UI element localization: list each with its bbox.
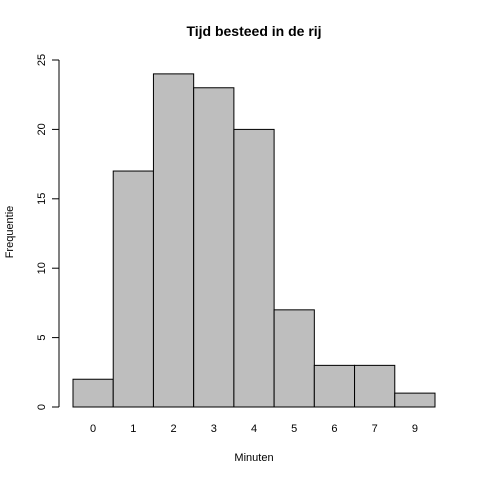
bar-1 bbox=[112, 170, 154, 408]
y-tick-label: 0 bbox=[36, 404, 48, 410]
bar-3 bbox=[193, 87, 235, 408]
chart-title: Tijd besteed in de rij bbox=[186, 23, 321, 39]
x-tick-label: 9 bbox=[412, 423, 418, 435]
x-tick-label: 2 bbox=[170, 423, 176, 435]
bar-4 bbox=[233, 128, 275, 408]
y-tick-label: 25 bbox=[36, 54, 48, 66]
y-axis: 0 5 10 15 20 25 bbox=[36, 54, 60, 410]
x-tick-label: 6 bbox=[331, 423, 337, 435]
y-tick-label: 15 bbox=[36, 193, 48, 205]
x-tick-label: 4 bbox=[251, 423, 257, 435]
y-axis-label: Frequentie bbox=[4, 206, 16, 259]
bar-9 bbox=[394, 392, 436, 408]
y-tick-label: 5 bbox=[36, 335, 48, 341]
bar-2 bbox=[152, 73, 195, 408]
x-tick-label: 0 bbox=[90, 423, 96, 435]
x-tick-label: 1 bbox=[130, 423, 136, 435]
y-tick-label: 10 bbox=[36, 262, 48, 274]
x-tick-label: 3 bbox=[211, 423, 217, 435]
bar-0 bbox=[72, 378, 114, 408]
bar-7 bbox=[354, 364, 396, 408]
x-tick-labels: 0 1 2 3 4 5 6 7 9 bbox=[90, 423, 418, 435]
x-axis-label: Minuten bbox=[234, 452, 273, 464]
bar-6 bbox=[313, 364, 356, 408]
y-tick-label: 20 bbox=[36, 123, 48, 135]
bar-5 bbox=[273, 309, 315, 408]
bars-group bbox=[72, 73, 436, 408]
x-tick-label: 5 bbox=[291, 423, 297, 435]
x-tick-label: 7 bbox=[372, 423, 378, 435]
